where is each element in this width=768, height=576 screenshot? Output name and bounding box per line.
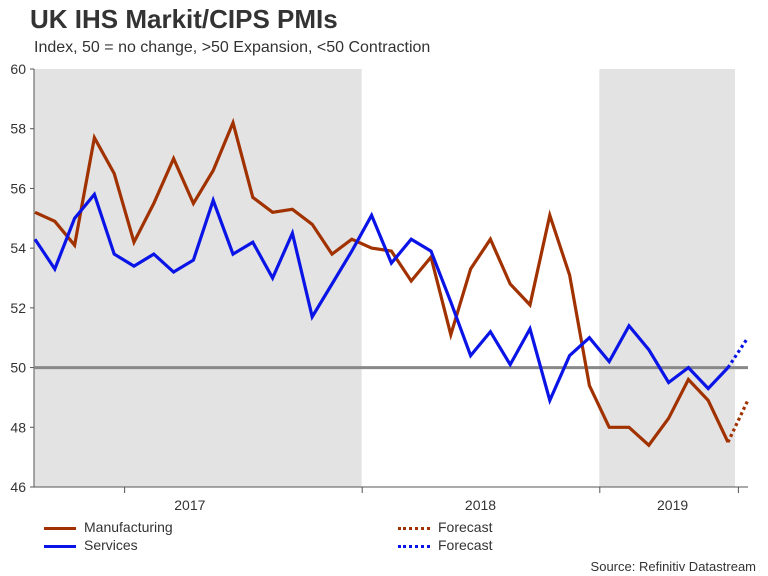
- legend-swatch-manufacturing: [44, 526, 76, 530]
- legend-label-manufacturing-forecast: Forecast: [438, 519, 493, 535]
- y-tick-label-46: 46: [10, 479, 26, 495]
- legend-item-manufacturing: Manufacturing: [44, 519, 173, 535]
- x-tick-label-2018: 2018: [465, 497, 496, 513]
- y-tick-label-52: 52: [10, 300, 26, 316]
- chart-subtitle: Index, 50 = no change, >50 Expansion, <5…: [34, 39, 431, 56]
- legend-item-manufacturing-forecast: Forecast: [398, 519, 492, 535]
- x-tick-label-2019: 2019: [657, 497, 688, 513]
- legend-swatch-services-forecast: [398, 544, 430, 548]
- x-tick-label-2017: 2017: [174, 497, 205, 513]
- shaded-band-2019: [599, 69, 735, 487]
- legend-label-manufacturing: Manufacturing: [84, 519, 173, 535]
- forecast-line-manufacturing: [726, 399, 750, 443]
- legend-label-services-forecast: Forecast: [438, 537, 493, 553]
- legend-swatch-services: [44, 544, 76, 548]
- y-tick-label-58: 58: [10, 121, 26, 137]
- y-tick-label-48: 48: [10, 419, 26, 435]
- legend-item-services-forecast: Forecast: [398, 537, 492, 553]
- shaded-band-2017: [34, 69, 362, 487]
- y-tick-label-60: 60: [10, 61, 26, 77]
- series-line-services: [33, 191, 730, 406]
- y-tick-label-50: 50: [10, 360, 26, 376]
- y-tick-label-54: 54: [10, 240, 26, 256]
- source-note: Source: Refinitiv Datastream: [590, 559, 756, 574]
- legend-label-services: Services: [84, 537, 138, 553]
- series-line-manufacturing: [34, 117, 730, 448]
- y-tick-label-56: 56: [10, 180, 26, 196]
- legend-item-services: Services: [44, 537, 138, 553]
- chart-title: UK IHS Markit/CIPS PMIs: [30, 4, 338, 34]
- legend-swatch-manufacturing-forecast: [398, 526, 430, 530]
